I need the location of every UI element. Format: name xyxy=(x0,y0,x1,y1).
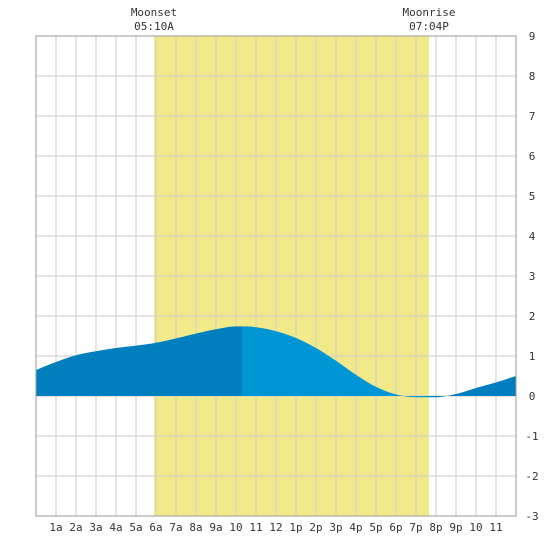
x-tick-label: 11 xyxy=(489,521,502,534)
x-tick-label: 6p xyxy=(389,521,402,534)
x-tick-label: 10 xyxy=(229,521,242,534)
y-tick-label: 2 xyxy=(529,310,536,323)
x-tick-label: 8a xyxy=(189,521,202,534)
x-tick-label: 5p xyxy=(369,521,382,534)
y-tick-label: 3 xyxy=(529,270,536,283)
x-tick-label: 4p xyxy=(349,521,362,534)
x-tick-label: 2a xyxy=(69,521,82,534)
y-tick-label: 6 xyxy=(529,150,536,163)
y-tick-label: 1 xyxy=(529,350,536,363)
moon-event-name: Moonset xyxy=(131,6,177,19)
tide-area-future xyxy=(242,326,429,398)
y-tick-label: -3 xyxy=(525,510,538,523)
plot-frame xyxy=(35,35,517,517)
x-tick-label: 5a xyxy=(129,521,142,534)
x-tick-label: 7p xyxy=(409,521,422,534)
x-tick-label: 12 xyxy=(269,521,282,534)
moon-event-time: 07:04P xyxy=(409,20,449,33)
x-tick-label: 1a xyxy=(49,521,62,534)
y-tick-label: 4 xyxy=(529,230,536,243)
x-tick-label: 1p xyxy=(289,521,302,534)
x-tick-label: 9a xyxy=(209,521,222,534)
x-tick-label: 4a xyxy=(109,521,122,534)
x-tick-label: 11 xyxy=(249,521,262,534)
moon-event-time: 05:10A xyxy=(134,20,174,33)
x-tick-label: 9p xyxy=(449,521,462,534)
x-tick-label: 6a xyxy=(149,521,162,534)
y-tick-label: 0 xyxy=(529,390,536,403)
y-tick-label: -2 xyxy=(525,470,538,483)
x-tick-label: 7a xyxy=(169,521,182,534)
x-tick-label: 2p xyxy=(309,521,322,534)
x-tick-label: 3a xyxy=(89,521,102,534)
y-axis-tick-labels: -3 -2 -1 0 1 2 3 4 5 6 7 8 9 xyxy=(525,30,538,523)
tide-area-past xyxy=(36,326,242,396)
x-tick-label: 3p xyxy=(329,521,342,534)
grid-lines xyxy=(36,36,516,516)
y-tick-label: 5 xyxy=(529,190,536,203)
moon-event-name: Moonrise xyxy=(403,6,456,19)
x-axis-tick-labels: 1a 2a 3a 4a 5a 6a 7a 8a 9a 10 11 12 1p 2p 3p 4p 5p 6p 7p 8p… xyxy=(49,521,502,534)
y-tick-label: 8 xyxy=(529,70,536,83)
y-tick-label: 7 xyxy=(529,110,536,123)
tide-area-night xyxy=(429,376,516,398)
y-tick-label: 9 xyxy=(529,30,536,43)
y-tick-label: -1 xyxy=(525,430,538,443)
x-tick-label: 10 xyxy=(469,521,482,534)
x-tick-label: 8p xyxy=(429,521,442,534)
